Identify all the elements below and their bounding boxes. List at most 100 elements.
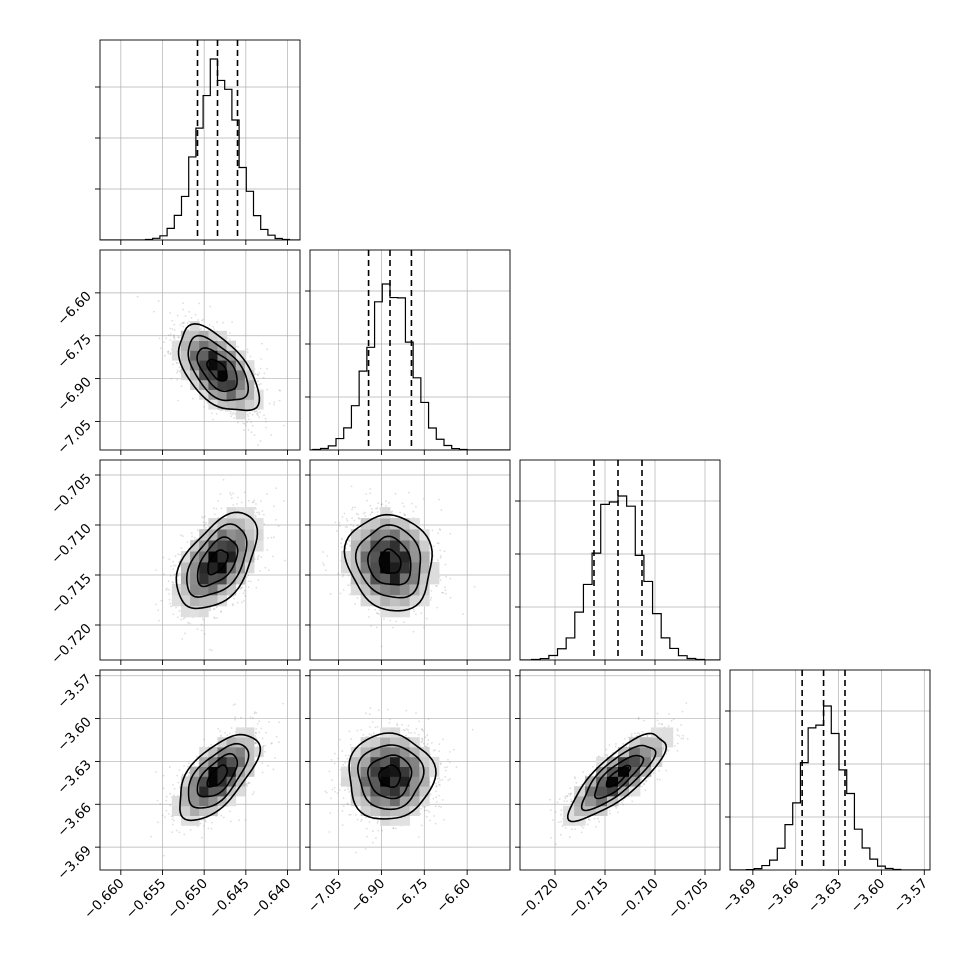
sample-point: [213, 328, 216, 331]
sample-point: [215, 508, 218, 510]
density-cell: [360, 594, 371, 607]
sample-point: [266, 388, 269, 391]
density-cell: [409, 518, 420, 530]
density-cell: [226, 379, 237, 390]
sample-point: [449, 532, 452, 535]
y-tick-label: −0.705: [48, 471, 95, 518]
density-cell: [226, 360, 237, 371]
sample-point: [169, 353, 172, 356]
sample-point: [240, 501, 243, 504]
sample-point: [168, 588, 170, 591]
sample-point: [180, 385, 183, 388]
density-cell: [217, 389, 227, 400]
sample-point: [366, 499, 368, 502]
density-cell: [370, 529, 381, 541]
density-cell: [399, 562, 410, 574]
sample-point: [252, 501, 255, 504]
sample-point: [431, 529, 434, 532]
sample-point: [356, 597, 359, 599]
y-tick-label: −6.90: [54, 374, 95, 415]
sample-point: [236, 503, 238, 505]
sample-point: [438, 498, 440, 501]
sample-point: [230, 494, 232, 496]
sample-point: [254, 507, 256, 509]
sample-point: [191, 397, 194, 400]
sample-point: [158, 619, 160, 622]
sample-point: [412, 630, 415, 633]
sample-point: [170, 377, 173, 380]
density-cell: [208, 360, 218, 371]
sample-point: [412, 510, 415, 513]
sample-point: [389, 619, 392, 622]
sample-point: [247, 574, 250, 577]
sample-point: [441, 591, 443, 594]
sample-point: [176, 362, 179, 365]
sample-point: [353, 519, 356, 522]
sample-point: [261, 342, 263, 345]
sample-point: [357, 517, 360, 519]
sample-point: [169, 312, 171, 314]
density-cell: [217, 370, 227, 381]
sample-point: [351, 506, 354, 509]
density-cell: [390, 540, 401, 552]
density-cell: [235, 529, 246, 541]
density-cell: [254, 529, 264, 541]
sample-point: [258, 383, 261, 386]
sample-point: [264, 566, 267, 569]
sample-point: [259, 440, 262, 442]
sample-point: [168, 334, 170, 336]
density-cell: [208, 540, 218, 552]
sample-point: [234, 716, 237, 718]
sample-point: [246, 421, 249, 423]
density-cell: [180, 583, 191, 596]
sample-point: [429, 599, 432, 601]
sample-point: [168, 593, 171, 595]
sample-point: [329, 592, 332, 595]
sample-point: [171, 328, 174, 330]
sample-point: [411, 502, 414, 505]
density-cell: [244, 379, 255, 390]
sample-point: [250, 431, 253, 434]
density-cell: [190, 540, 200, 552]
sample-point: [209, 609, 212, 611]
density-cell: [360, 573, 371, 585]
sample-point: [376, 511, 379, 513]
density-cell: [341, 562, 352, 574]
sample-point: [348, 539, 351, 542]
axes-frame: [99, 249, 301, 451]
sample-point: [190, 532, 193, 534]
sample-point: [200, 836, 203, 839]
sample-point: [205, 521, 207, 524]
density-cell: [399, 518, 410, 530]
sample-point: [430, 589, 433, 592]
density-cell: [190, 562, 200, 574]
sample-point: [246, 351, 249, 354]
sample-point: [171, 319, 174, 322]
sample-point: [200, 327, 203, 330]
sample-point: [337, 572, 340, 575]
sample-point: [404, 514, 406, 516]
sample-point: [277, 525, 280, 527]
sample-point: [270, 434, 273, 436]
density-cell: [235, 518, 246, 530]
sample-point: [196, 628, 199, 631]
density-cell: [199, 583, 209, 596]
sample-point: [395, 620, 398, 623]
sample-point: [229, 491, 232, 494]
sample-point: [167, 351, 169, 353]
sample-point: [383, 617, 385, 620]
sample-point: [432, 545, 435, 548]
sample-point: [370, 508, 373, 510]
sample-point: [186, 541, 189, 543]
density-cell: [235, 409, 246, 420]
density-cell: [360, 562, 371, 574]
density-cell: [370, 594, 381, 607]
sample-point: [345, 543, 348, 546]
density-cell: [380, 605, 391, 618]
sample-point: [259, 383, 262, 385]
sample-point: [200, 623, 203, 626]
sample-point: [403, 505, 405, 508]
sample-point: [170, 565, 172, 568]
contour-line: [196, 536, 239, 588]
sample-point: [449, 596, 452, 599]
